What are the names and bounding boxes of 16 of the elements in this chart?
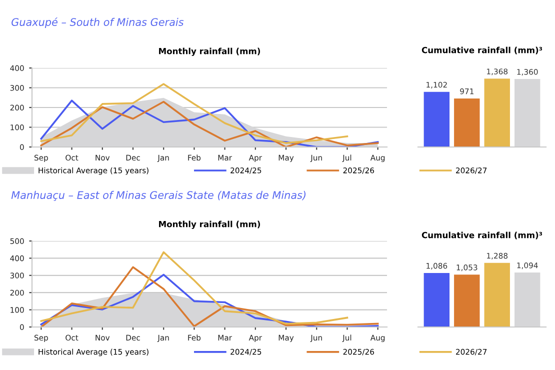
chart-title: Monthly rainfall (mm) bbox=[159, 220, 260, 229]
line-series bbox=[40, 83, 348, 144]
chart-title: Cumulative rainfall (mm)³ bbox=[422, 46, 542, 54]
bar bbox=[514, 272, 540, 327]
chart-title: Cumulative rainfall (mm)³ bbox=[422, 232, 542, 240]
chart-subtitle: Guaxupé – South of Minas Gerais bbox=[12, 18, 184, 28]
bar bbox=[424, 92, 450, 147]
bar bbox=[514, 79, 540, 147]
bar bbox=[424, 272, 450, 327]
chart-title: Monthly rainfall (mm) bbox=[159, 48, 260, 56]
bar bbox=[454, 274, 480, 327]
bar bbox=[484, 78, 510, 147]
bar bbox=[484, 262, 510, 327]
chart-subtitle: Manhuaçu – East of Minas Gerais State (Matas de Minas) bbox=[11, 190, 306, 201]
bar bbox=[454, 98, 480, 147]
line-series bbox=[40, 251, 348, 325]
